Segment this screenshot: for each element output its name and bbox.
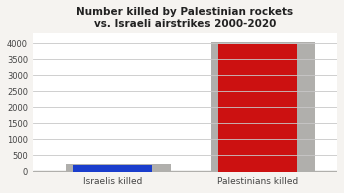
Bar [33, 171, 337, 172]
Bar [66, 164, 171, 172]
Bar [211, 42, 315, 172]
Bar [217, 44, 297, 172]
Title: Number killed by Palestinian rockets
vs. Israeli airstrikes 2000-2020: Number killed by Palestinian rockets vs.… [76, 7, 293, 29]
Bar [73, 165, 152, 172]
